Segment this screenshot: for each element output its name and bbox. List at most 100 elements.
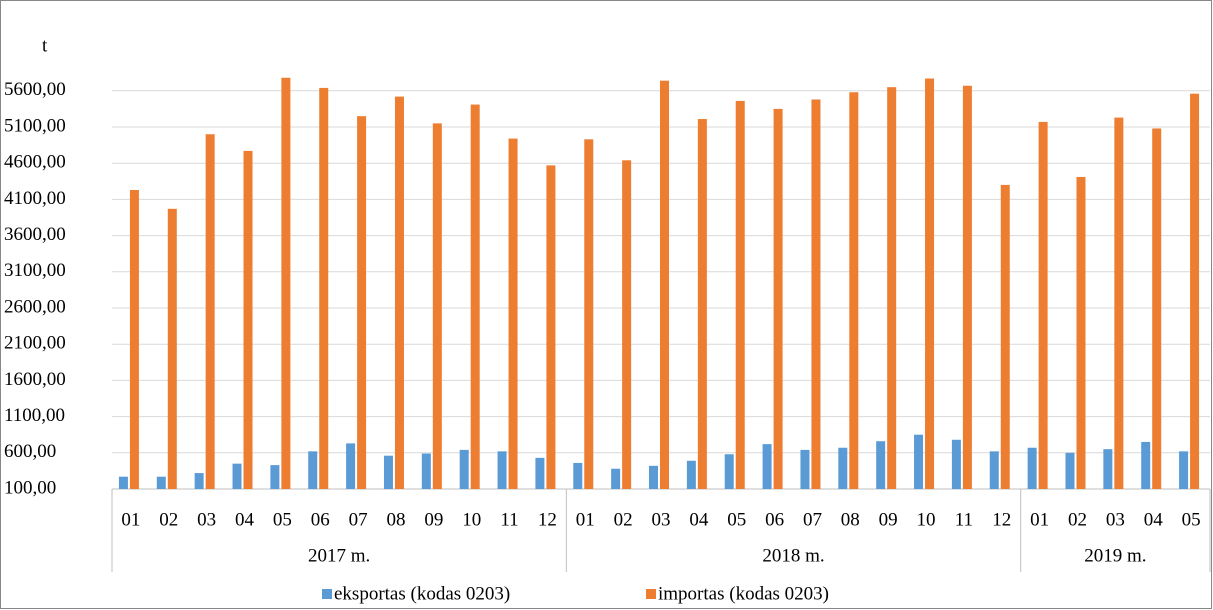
- bar: [800, 449, 810, 489]
- bar: [281, 77, 291, 489]
- group-label: 2018 m.: [762, 545, 824, 566]
- y-tick-label: 3100,00: [4, 260, 66, 281]
- x-tick-label: 03: [197, 509, 216, 530]
- bar: [724, 454, 734, 489]
- bar: [1114, 117, 1124, 489]
- bar: [383, 455, 393, 489]
- bar: [508, 138, 518, 490]
- x-tick-label: 11: [500, 509, 518, 530]
- y-tick-label: 1100,00: [4, 405, 65, 426]
- y-tick-label: 600,00: [4, 441, 56, 462]
- x-tick-label: 04: [235, 509, 255, 530]
- bar: [497, 451, 507, 489]
- x-tick-label: 09: [879, 509, 898, 530]
- bar: [243, 150, 253, 489]
- bar: [1027, 447, 1037, 489]
- bar: [1076, 176, 1086, 489]
- y-tick-label: 2600,00: [4, 296, 66, 317]
- bar: [432, 123, 442, 489]
- bar: [611, 468, 621, 489]
- bar: [1179, 451, 1189, 489]
- bar: [735, 100, 745, 489]
- x-tick-label: 08: [841, 509, 860, 530]
- legend-swatch: [322, 589, 332, 599]
- x-tick-label: 10: [462, 509, 481, 530]
- x-tick-label: 07: [349, 509, 368, 530]
- bar: [989, 451, 999, 489]
- y-tick-label: 4100,00: [4, 188, 66, 209]
- bar: [1065, 452, 1075, 489]
- legend-label: importas (kodas 0203): [658, 583, 829, 604]
- group-label: 2017 m.: [308, 545, 370, 566]
- y-tick-label: 100,00: [4, 477, 56, 498]
- x-tick-label: 01: [121, 509, 140, 530]
- bar: [346, 443, 356, 489]
- x-tick-label: 11: [955, 509, 973, 530]
- bar: [319, 87, 329, 490]
- x-tick-label: 03: [652, 509, 671, 530]
- bar: [535, 457, 545, 489]
- bar: [1038, 121, 1048, 489]
- bar: [459, 449, 469, 489]
- x-tick-label: 12: [992, 509, 1011, 530]
- bar: [686, 460, 696, 489]
- x-tick-label: 06: [311, 509, 330, 530]
- bar: [1190, 93, 1200, 490]
- bar: [925, 78, 935, 489]
- x-tick-label: 04: [689, 509, 709, 530]
- bar: [270, 465, 280, 489]
- bar: [773, 108, 783, 490]
- bar: [129, 189, 139, 489]
- bar: [156, 476, 166, 489]
- x-tick-label: 02: [1068, 509, 1087, 530]
- bar: [421, 453, 431, 489]
- x-tick-label: 08: [386, 509, 405, 530]
- bar: [470, 104, 480, 489]
- x-tick-label: 01: [576, 509, 595, 530]
- x-tick-label: 02: [614, 509, 633, 530]
- x-tick-label: 09: [424, 509, 443, 530]
- bar: [1141, 441, 1151, 489]
- y-tick-label: 1600,00: [4, 369, 66, 390]
- x-tick-label: 05: [1182, 509, 1201, 530]
- x-tick-label: 07: [803, 509, 822, 530]
- x-tick-label: 05: [727, 509, 746, 530]
- bar: [622, 160, 632, 489]
- bar: [762, 444, 772, 489]
- y-tick-label: 2100,00: [4, 333, 66, 354]
- legend-swatch: [646, 589, 656, 599]
- bar: [951, 439, 961, 489]
- x-tick-label: 12: [538, 509, 557, 530]
- bar: [887, 87, 897, 490]
- bar: [1103, 449, 1113, 489]
- bar: [232, 463, 242, 489]
- x-tick-label: 02: [159, 509, 178, 530]
- x-tick-label: 04: [1144, 509, 1164, 530]
- x-tick-label: 05: [273, 509, 292, 530]
- bar: [205, 134, 215, 490]
- bar: [167, 208, 177, 489]
- bar: [962, 85, 972, 490]
- x-tick-label: 10: [917, 509, 936, 530]
- bar: [811, 99, 821, 489]
- bar: [357, 116, 367, 489]
- bar: [914, 434, 924, 489]
- x-tick-label: 03: [1106, 509, 1125, 530]
- bar: [118, 476, 128, 489]
- y-tick-label: 3600,00: [4, 224, 66, 245]
- y-tick-label: 5600,00: [4, 79, 66, 100]
- y-tick-label: 4600,00: [4, 152, 66, 173]
- bar: [584, 139, 594, 490]
- bar: [308, 451, 318, 489]
- legend-label: eksportas (kodas 0203): [334, 583, 510, 604]
- bar: [394, 96, 404, 489]
- y-axis-label: t: [42, 35, 48, 56]
- bar: [1000, 184, 1010, 490]
- bar: [838, 447, 848, 489]
- bar: [194, 473, 204, 489]
- bar: [546, 165, 556, 489]
- bar: [649, 465, 658, 489]
- bar: [697, 119, 707, 489]
- y-tick-label: 5100,00: [4, 115, 66, 136]
